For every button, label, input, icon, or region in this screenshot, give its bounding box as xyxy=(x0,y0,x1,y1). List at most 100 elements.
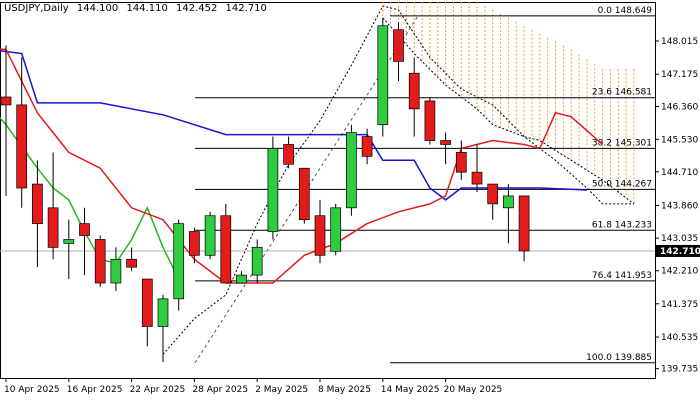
bear-candle xyxy=(408,57,420,137)
bear-candle xyxy=(16,57,28,208)
bear-candle xyxy=(0,45,12,196)
candle-body xyxy=(157,298,169,327)
candle-body xyxy=(283,144,294,165)
y-tick-label: 142.210 xyxy=(661,267,698,277)
candle-body xyxy=(330,207,342,252)
fib-level-label: 0.0 148.649 xyxy=(598,6,653,16)
candle-body xyxy=(424,100,436,141)
x-tick-label: 2 May 2025 xyxy=(255,385,308,395)
high-value: 144.110 xyxy=(126,3,168,14)
bull-candle xyxy=(204,211,216,260)
candle-body xyxy=(298,167,310,221)
bull-candle xyxy=(251,239,263,284)
chikou-span-line xyxy=(162,5,634,355)
plot-frame xyxy=(0,2,656,379)
kijun-sen-line xyxy=(0,49,587,201)
bear-candle xyxy=(189,227,200,264)
candle-body xyxy=(393,29,404,62)
x-tick-label: 16 Apr 2025 xyxy=(67,385,123,395)
last-price-label: 142.710 xyxy=(660,247,700,257)
fib-level-label: 61.8 143.233 xyxy=(592,220,652,230)
y-tick-label: 145.530 xyxy=(661,135,698,145)
fib-level-label: 76.4 141.953 xyxy=(592,271,652,281)
fib-level-label: 50.0 144.267 xyxy=(592,179,652,189)
bear-candle xyxy=(314,199,326,264)
x-tick-label: 8 May 2025 xyxy=(318,385,371,395)
bull-candle xyxy=(330,203,342,256)
bull-candle xyxy=(63,219,75,280)
candle-body xyxy=(518,195,530,252)
candle-body xyxy=(487,183,499,205)
bull-candle xyxy=(377,17,389,137)
y-tick-label: 143.035 xyxy=(661,234,698,244)
candle-body xyxy=(204,215,216,256)
candle-body xyxy=(141,278,153,327)
bull-candle xyxy=(157,294,169,363)
bear-candle xyxy=(424,96,436,145)
bear-candle xyxy=(126,247,137,272)
bear-candle xyxy=(141,278,153,347)
x-tick-label: 28 Apr 2025 xyxy=(192,385,248,395)
candle-body xyxy=(126,258,137,268)
y-tick-label: 147.175 xyxy=(661,70,698,80)
candle-body xyxy=(503,195,514,209)
bear-candle xyxy=(32,160,43,268)
bear-candle xyxy=(361,128,373,165)
chart-header: USDJPY,Daily 144.100 144.110 142.452 142… xyxy=(4,3,272,14)
y-tick-label: 144.710 xyxy=(661,168,698,178)
candle-body xyxy=(236,274,247,284)
candle-body xyxy=(189,231,200,256)
candle-body xyxy=(16,104,28,189)
candle-body xyxy=(0,96,12,106)
open-value: 144.100 xyxy=(76,3,119,14)
bear-candle xyxy=(440,132,451,165)
x-tick-label: 10 Apr 2025 xyxy=(4,385,60,395)
y-tick-label: 143.860 xyxy=(661,201,698,211)
candle-body xyxy=(267,148,279,232)
candle-body xyxy=(408,72,420,110)
candle-body xyxy=(173,223,185,300)
last-price-tag xyxy=(656,244,700,257)
bull-candle xyxy=(503,184,514,244)
x-tick-label: 14 May 2025 xyxy=(381,385,440,395)
bull-candle xyxy=(110,247,122,291)
candle-body xyxy=(314,215,326,256)
y-tick-label: 141.375 xyxy=(661,300,698,310)
fib-level-label: 100.0 139.885 xyxy=(586,353,652,363)
bear-candle xyxy=(455,140,467,181)
candle-body xyxy=(440,140,451,145)
bear-candle xyxy=(220,203,232,284)
bear-candle xyxy=(487,183,499,220)
candle-body xyxy=(455,152,467,173)
bull-candle xyxy=(346,124,357,216)
y-tick-label: 148.015 xyxy=(661,37,698,47)
bull-candle xyxy=(173,219,185,311)
bear-candle xyxy=(94,235,106,287)
bear-candle xyxy=(79,207,90,276)
bull-candle xyxy=(236,271,247,284)
bear-candle xyxy=(393,21,404,82)
cloud-lower-span xyxy=(382,17,635,205)
candle-body xyxy=(220,215,232,284)
candle-body xyxy=(63,239,75,244)
candle-body xyxy=(251,247,263,276)
candle-body xyxy=(47,207,59,248)
low-value: 142.452 xyxy=(176,3,218,14)
y-tick-label: 139.735 xyxy=(661,365,698,375)
y-tick-label: 140.535 xyxy=(661,333,698,343)
candle-body xyxy=(79,223,90,236)
bull-candle xyxy=(267,136,279,240)
candle-body xyxy=(110,258,122,284)
candle-body xyxy=(346,132,357,209)
y-tick-label: 146.360 xyxy=(661,102,698,112)
fib-level-label: 38.2 145.301 xyxy=(592,138,652,148)
symbol-title: USDJPY,Daily xyxy=(4,3,69,14)
candle-body xyxy=(32,183,43,224)
candle-body xyxy=(94,239,106,284)
tenkan-sen-line xyxy=(0,48,604,284)
bear-candle xyxy=(518,195,530,262)
bear-candle xyxy=(47,152,59,260)
close-value: 142.710 xyxy=(225,3,267,14)
